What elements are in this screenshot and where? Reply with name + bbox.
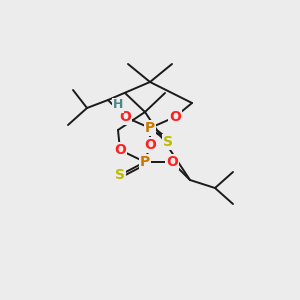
Text: O: O	[119, 110, 131, 124]
Text: S: S	[115, 168, 125, 182]
Text: H: H	[113, 98, 123, 112]
Text: O: O	[166, 155, 178, 169]
Text: P: P	[145, 121, 155, 135]
Text: P: P	[140, 155, 150, 169]
Text: O: O	[169, 110, 181, 124]
Text: O: O	[114, 143, 126, 157]
Text: O: O	[144, 138, 156, 152]
Text: S: S	[163, 135, 173, 149]
